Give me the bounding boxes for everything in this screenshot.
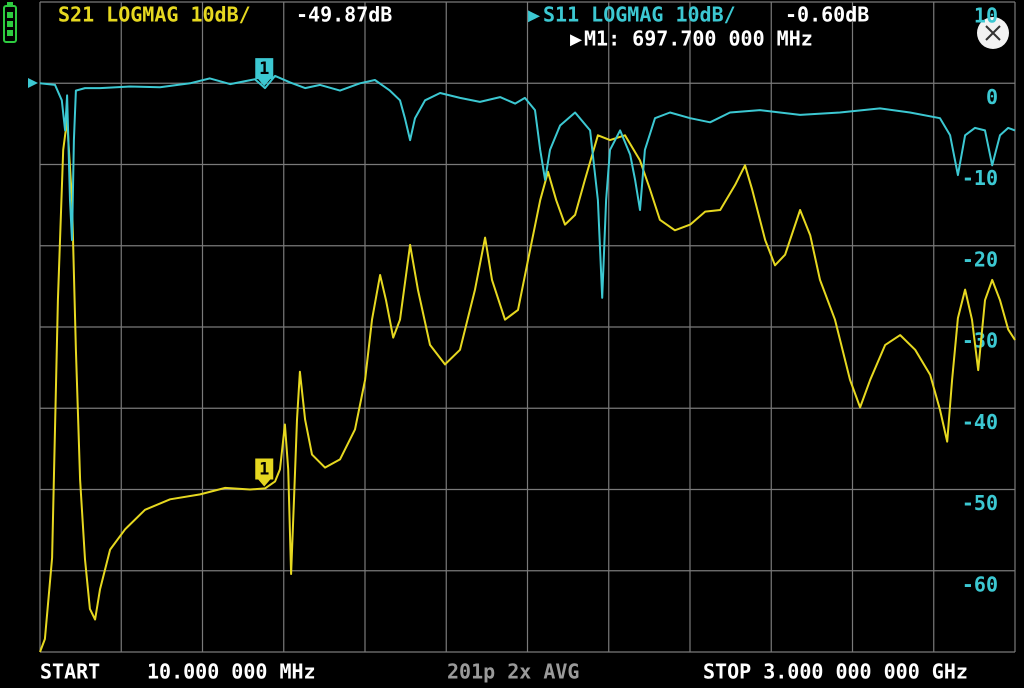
start-frequency: 10.000 000 MHz <box>147 660 316 684</box>
marker-label: 1 <box>259 59 269 79</box>
s11-label: S11 LOGMAG 10dB/ <box>543 3 736 27</box>
sweep-status: 201p 2x AVG <box>447 660 579 684</box>
marker-label: 1 <box>259 459 269 479</box>
y-tick-label: -50 <box>962 491 998 515</box>
close-button[interactable] <box>977 17 1009 49</box>
battery-icon <box>3 2 17 43</box>
reference-arrow <box>28 78 38 88</box>
s21-readout: -49.87dB <box>296 3 392 27</box>
s21-label: S21 LOGMAG 10dB/ <box>58 3 251 27</box>
y-tick-label: 10 <box>974 4 998 28</box>
marker <box>255 58 274 87</box>
y-tick-label: -40 <box>962 410 998 434</box>
y-tick-label: -10 <box>962 166 998 190</box>
y-tick-label: -60 <box>962 572 998 596</box>
trace <box>39 118 1016 653</box>
y-tick-label: 0 <box>986 85 998 109</box>
marker-readout: M1: 697.700 000 MHz <box>584 27 813 51</box>
trace <box>39 74 1016 299</box>
stop-frequency: STOP 3.000 000 000 GHz <box>703 660 968 684</box>
s11-arrow: ▶ <box>528 3 540 27</box>
y-tick-label: -20 <box>962 247 998 271</box>
marker <box>255 458 274 487</box>
m1-arrow: ▶ <box>570 27 582 51</box>
start-label: START <box>40 660 100 684</box>
s11-readout: -0.60dB <box>785 3 869 27</box>
